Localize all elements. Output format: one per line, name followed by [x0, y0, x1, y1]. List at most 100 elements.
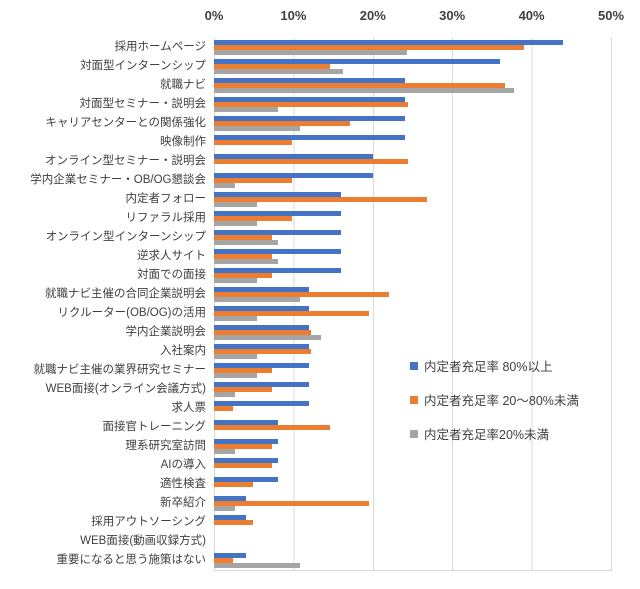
- bar-fill-rate-20to80: [214, 368, 272, 373]
- bar-group: [214, 439, 611, 454]
- category-label: 対面型インターンシップ: [80, 60, 206, 72]
- category-label: 学内企業説明会: [125, 326, 207, 338]
- bar-fill-rate-20to80: [214, 463, 272, 468]
- bar-fill-rate-20to80: [214, 235, 272, 240]
- x-tick: 10%: [280, 8, 307, 23]
- legend-marker-gray-icon: [410, 429, 418, 438]
- legend-label: 内定者充足率20%未満: [424, 428, 550, 442]
- category-label: 対面での面接: [137, 269, 206, 281]
- bar-fill-rate-under20: [214, 449, 236, 454]
- chart-row: 映像制作: [0, 133, 640, 152]
- category-label: 新卒紹介: [160, 497, 206, 509]
- chart-row: 就職ナビ主催の業界研究セミナー: [0, 361, 640, 380]
- x-tick: 40%: [518, 8, 545, 23]
- bar-fill-rate-80plus: [214, 135, 405, 140]
- bar-group: [214, 382, 611, 397]
- bar-fill-rate-under20: [214, 50, 407, 55]
- bar-fill-rate-under20: [214, 354, 257, 359]
- bar-fill-rate-under20: [214, 126, 300, 131]
- chart-row: 就職ナビ主催の合同企業説明会: [0, 285, 640, 304]
- chart-row: 適性検査: [0, 475, 640, 494]
- bar-fill-rate-under20: [214, 107, 279, 112]
- bar-fill-rate-20to80: [214, 501, 369, 506]
- bar-fill-rate-80plus: [214, 553, 246, 558]
- bar-fill-rate-80plus: [214, 78, 405, 83]
- bar-fill-rate-80plus: [214, 116, 405, 121]
- legend-item-20to80: 内定者充足率 20〜80%未満: [410, 392, 579, 408]
- category-label: AIの導入: [160, 459, 206, 471]
- category-label: 内定者フォロー: [125, 193, 207, 205]
- bar-fill-rate-80plus: [214, 325, 310, 330]
- bar-fill-rate-under20: [214, 69, 343, 74]
- chart-row: 学内企業説明会: [0, 323, 640, 342]
- chart-row: リファラル採用: [0, 209, 640, 228]
- chart-row: 理系研究室訪問: [0, 437, 640, 456]
- bar-fill-rate-80plus: [214, 192, 342, 197]
- chart-row: 求人票: [0, 399, 640, 418]
- chart-row: 対面型インターンシップ: [0, 57, 640, 76]
- bar-group: [214, 135, 611, 150]
- category-label: キャリアセンターとの関係強化: [45, 117, 206, 129]
- chart-row: 就職ナビ: [0, 76, 640, 95]
- bar-group: [214, 230, 611, 245]
- bar-group: [214, 420, 611, 435]
- bar-group: [214, 268, 611, 283]
- bar-fill-rate-under20: [214, 392, 236, 397]
- bar-group: [214, 59, 611, 74]
- bar-group: [214, 534, 611, 549]
- bar-fill-rate-20to80: [214, 330, 311, 335]
- category-label: WEB面接(オンライン会議方式): [45, 383, 206, 395]
- category-label: 就職ナビ主催の業界研究セミナー: [33, 364, 207, 376]
- bar-group: [214, 306, 611, 321]
- bar-group: [214, 325, 611, 340]
- plot-area: 採用ホームページ 対面型インターンシップ 就職ナビ 対面型セミナー・説明会: [0, 38, 640, 570]
- category-label: 入社案内: [160, 345, 206, 357]
- bar-fill-rate-under20: [214, 221, 257, 226]
- bar-fill-rate-80plus: [214, 97, 405, 102]
- bar-fill-rate-under20: [214, 316, 257, 321]
- category-label: 採用ホームページ: [114, 41, 206, 53]
- bar-fill-rate-80plus: [214, 401, 310, 406]
- bar-group: [214, 458, 611, 473]
- category-label: 理系研究室訪問: [125, 440, 207, 452]
- bar-fill-rate-20to80: [214, 216, 292, 221]
- chart-row: 採用アウトソーシング: [0, 513, 640, 532]
- category-label: 適性検査: [160, 478, 206, 490]
- bar-fill-rate-under20: [214, 506, 236, 511]
- category-label: リクルーター(OB/OG)の活用: [57, 307, 206, 319]
- bar-fill-rate-20to80: [214, 273, 272, 278]
- chart-row: 対面での面接: [0, 266, 640, 285]
- bar-group: [214, 192, 611, 207]
- category-label: 就職ナビ: [160, 79, 206, 91]
- legend-marker-orange-icon: [410, 395, 418, 404]
- chart-row: 面接官トレーニング: [0, 418, 640, 437]
- bar-group: [214, 515, 611, 530]
- legend-label: 内定者充足率 20〜80%未満: [424, 394, 579, 408]
- chart-row: リクルーター(OB/OG)の活用: [0, 304, 640, 323]
- chart-row: 重要になると思う施策はない: [0, 551, 640, 570]
- chart-row: 対面型セミナー・説明会: [0, 95, 640, 114]
- bar-fill-rate-20to80: [214, 121, 350, 126]
- bar-fill-rate-20to80: [214, 254, 272, 259]
- legend-item-80plus: 内定者充足率 80%以上: [410, 358, 579, 374]
- category-label: 学内企業セミナー・OB/OG懇談会: [30, 174, 206, 186]
- bar-group: [214, 287, 611, 302]
- bar-group: [214, 496, 611, 511]
- chart-row: 内定者フォロー: [0, 190, 640, 209]
- chart-row: 入社案内: [0, 342, 640, 361]
- bar-fill-rate-under20: [214, 202, 257, 207]
- bar-fill-rate-20to80: [214, 444, 272, 449]
- chart-row: 逆求人サイト: [0, 247, 640, 266]
- bar-group: [214, 477, 611, 492]
- bar-fill-rate-20to80: [214, 102, 408, 107]
- chart-row: WEB面接(動画収録方式): [0, 532, 640, 551]
- bar-group: [214, 344, 611, 359]
- bar-fill-rate-80plus: [214, 211, 342, 216]
- bar-fill-rate-80plus: [214, 173, 373, 178]
- legend-item-under20: 内定者充足率20%未満: [410, 426, 579, 442]
- x-tick: 50%: [597, 8, 625, 23]
- legend: 内定者充足率 80%以上 内定者充足率 20〜80%未満 内定者充足率20%未満: [410, 358, 579, 460]
- bar-fill-rate-20to80: [214, 83, 505, 88]
- category-label: オンライン型セミナー・説明会: [45, 155, 206, 167]
- chart-row: AIの導入: [0, 456, 640, 475]
